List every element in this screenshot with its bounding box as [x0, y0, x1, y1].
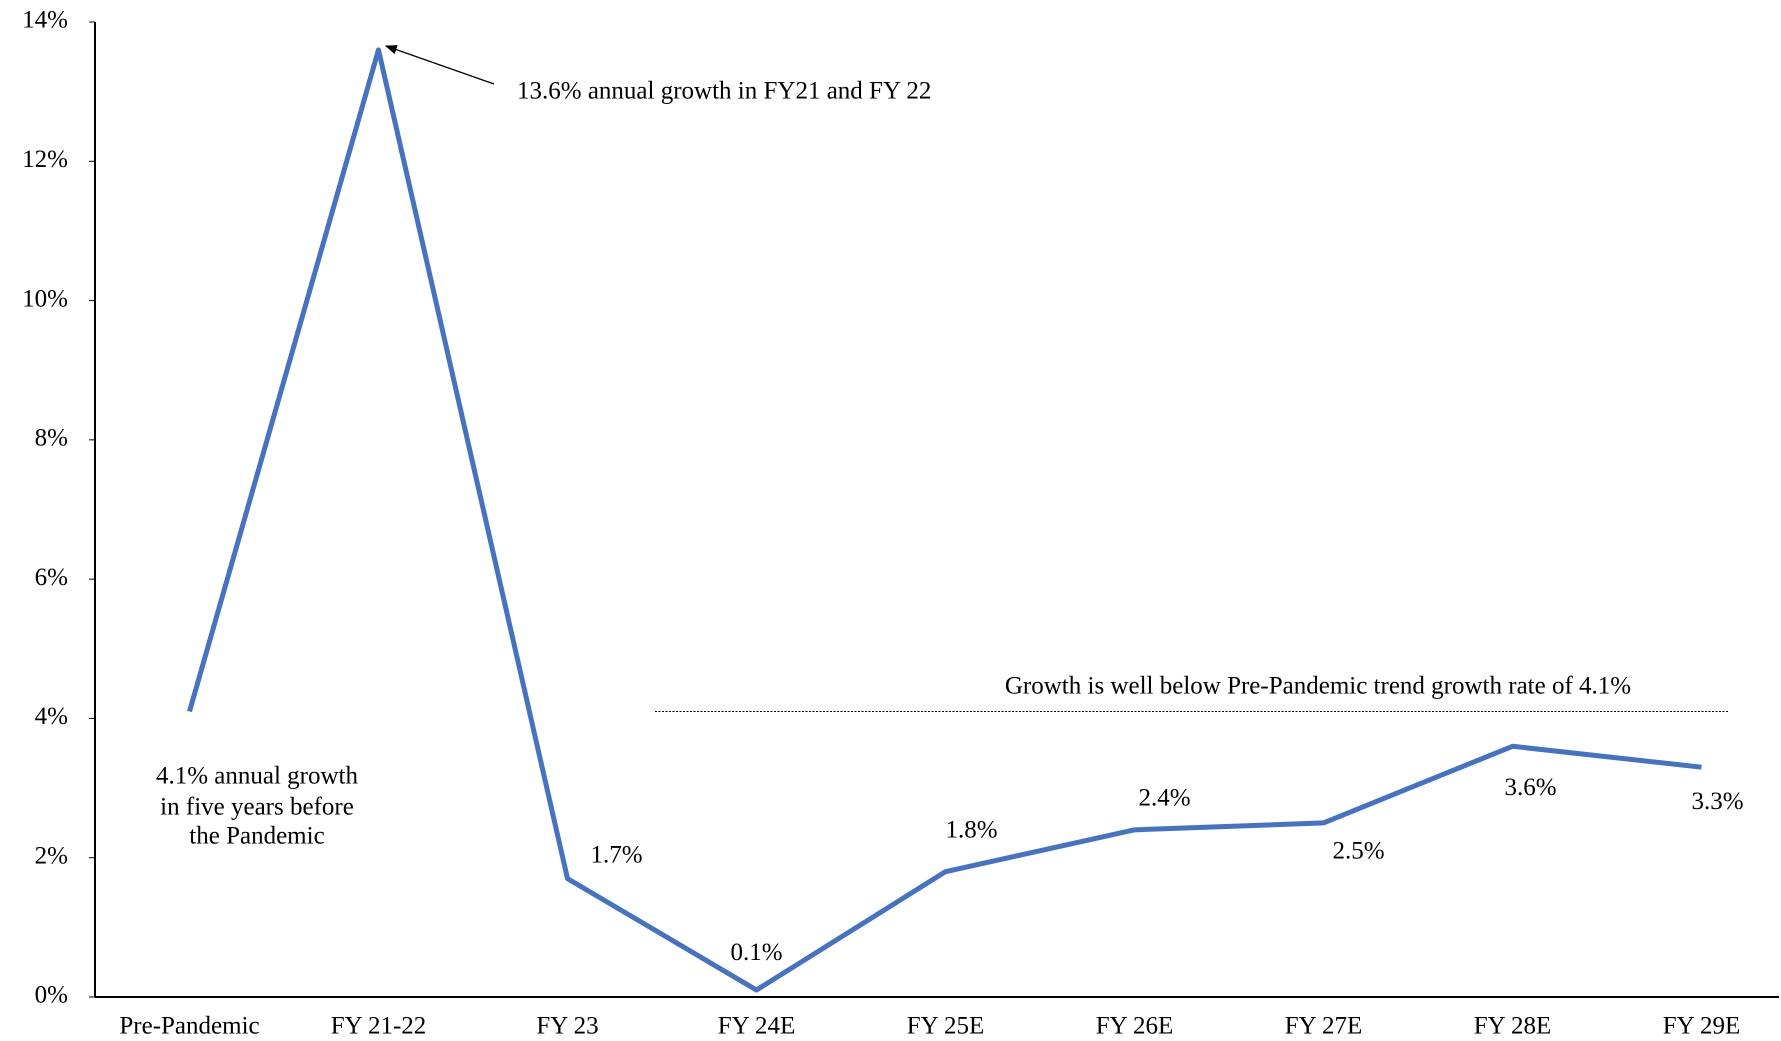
y-tick-label: 10%	[22, 285, 68, 312]
y-tick-label: 6%	[35, 564, 68, 591]
annotation-prepandemic: 4.1% annual growth	[156, 763, 359, 790]
line-series	[187, 47, 1702, 993]
annotation-prepandemic: the Pandemic	[189, 823, 324, 850]
x-tick-label: FY 21-22	[331, 1013, 427, 1040]
y-tick-label: 2%	[35, 842, 68, 869]
x-tick-label: FY 26E	[1096, 1013, 1174, 1040]
data-label: 0.1%	[730, 939, 782, 966]
data-label: 1.8%	[945, 816, 997, 843]
x-tick-label: FY 24E	[718, 1013, 796, 1040]
x-tick-label: Pre-Pandemic	[119, 1013, 259, 1040]
y-tick-label: 0%	[35, 982, 68, 1009]
data-label: 2.5%	[1332, 838, 1384, 865]
x-tick-label: FY 28E	[1474, 1013, 1552, 1040]
y-tick-label: 14%	[22, 7, 68, 34]
annotation-arrow	[384, 45, 495, 85]
y-tick-label: 12%	[22, 146, 68, 173]
x-tick-label: FY 25E	[907, 1013, 985, 1040]
data-label: 2.4%	[1138, 785, 1190, 812]
data-label: 1.7%	[590, 841, 642, 868]
annotation-peak: 13.6% annual growth in FY21 and FY 22	[517, 78, 931, 105]
y-tick-label: 4%	[35, 703, 68, 730]
y-tick-label: 8%	[35, 425, 68, 452]
annotation-prepandemic: in five years before	[160, 794, 354, 821]
data-label: 3.3%	[1691, 788, 1743, 815]
x-tick-label: FY 29E	[1663, 1013, 1741, 1040]
x-tick-label: FY 27E	[1285, 1013, 1363, 1040]
data-label: 3.6%	[1504, 774, 1556, 801]
annotation-trend: Growth is well below Pre-Pandemic trend …	[1005, 673, 1631, 700]
x-tick-label: FY 23	[536, 1013, 598, 1040]
